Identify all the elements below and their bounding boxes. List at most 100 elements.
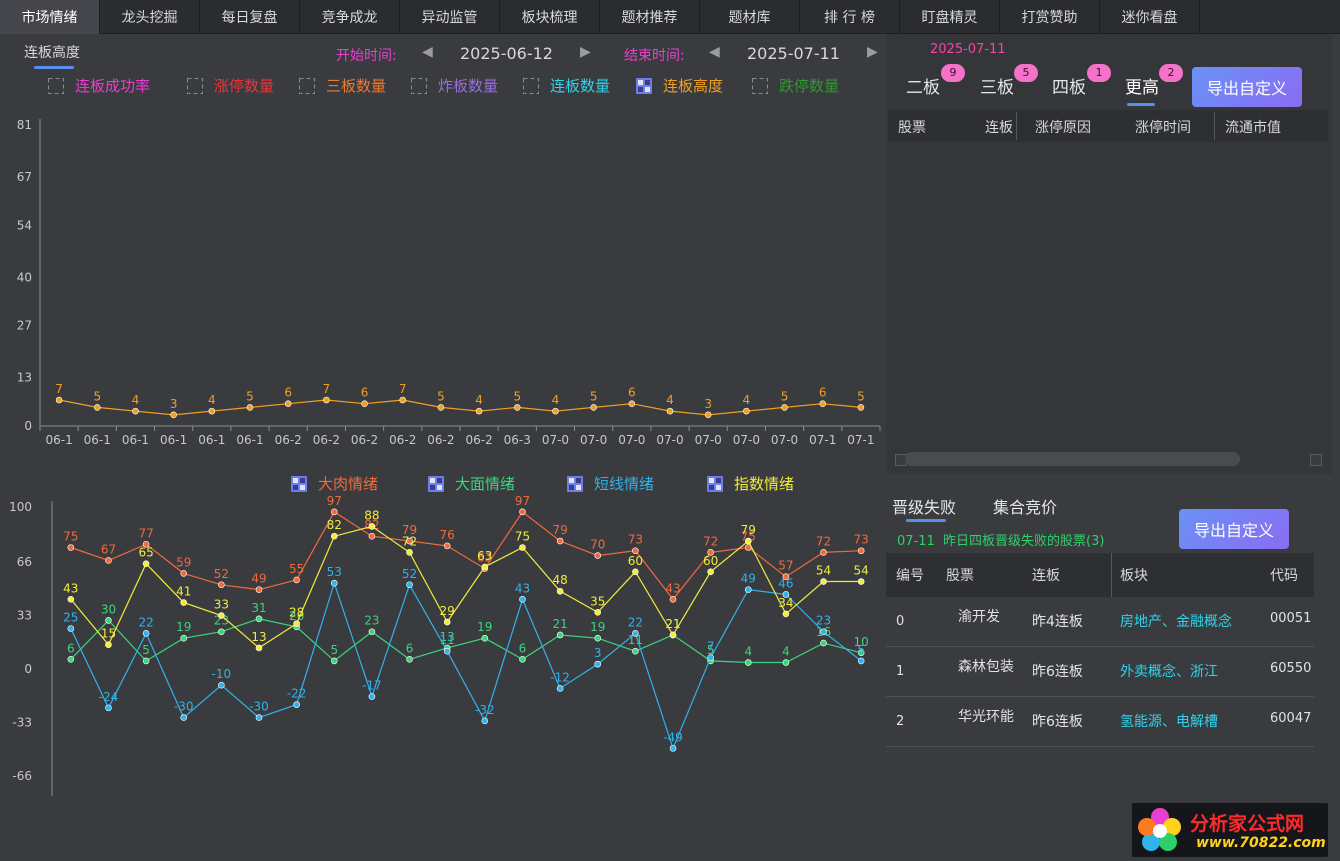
legend-label[interactable]: 短线情绪 xyxy=(594,475,654,493)
data-point[interactable] xyxy=(632,568,639,576)
row-sector[interactable]: 氢能源、电解槽 xyxy=(1120,714,1218,730)
data-point[interactable] xyxy=(632,647,639,655)
data-point[interactable] xyxy=(218,628,225,636)
legend-checkbox-0[interactable] xyxy=(291,476,307,492)
legend-checkbox-3[interactable] xyxy=(707,476,723,492)
horizontal-scrollbar[interactable] xyxy=(905,452,1240,466)
legend-checkbox-5[interactable] xyxy=(636,78,652,94)
nav-tab-10[interactable]: 打赏赞助 xyxy=(1000,0,1100,34)
board-tab-2[interactable]: 四板 xyxy=(1052,78,1086,98)
data-point[interactable] xyxy=(406,581,413,589)
legend-label[interactable]: 涨停数量 xyxy=(214,77,274,95)
data-point[interactable] xyxy=(481,563,489,571)
legend-checkbox-0[interactable] xyxy=(48,78,64,94)
data-point[interactable] xyxy=(857,657,865,665)
board-col-header-3[interactable]: 涨停时间 xyxy=(1135,120,1191,136)
data-point[interactable] xyxy=(180,599,188,606)
data-point[interactable] xyxy=(105,617,112,624)
data-point[interactable] xyxy=(284,400,292,408)
board-tab-3[interactable]: 更高 xyxy=(1125,78,1159,98)
data-point[interactable] xyxy=(67,544,75,551)
data-point[interactable] xyxy=(820,578,827,585)
data-point[interactable] xyxy=(255,644,263,652)
legend-label[interactable]: 三板数量 xyxy=(326,77,386,95)
board-col-header-4[interactable]: 流通市值 xyxy=(1225,120,1281,136)
board-col-header-0[interactable]: 股票 xyxy=(898,120,926,136)
data-point[interactable] xyxy=(513,404,521,411)
data-point[interactable] xyxy=(707,568,714,576)
data-point[interactable] xyxy=(590,404,597,411)
end-date-value[interactable]: 2025-07-11 xyxy=(747,44,840,63)
failed-col-header-0[interactable]: 编号 xyxy=(896,568,924,584)
data-point[interactable] xyxy=(330,657,338,665)
data-point[interactable] xyxy=(255,714,263,721)
data-point[interactable] xyxy=(781,404,788,411)
data-point[interactable] xyxy=(93,404,101,411)
nav-tab-2[interactable]: 每日复盘 xyxy=(200,0,300,34)
data-point[interactable] xyxy=(820,549,827,556)
data-point[interactable] xyxy=(105,557,112,564)
data-point[interactable] xyxy=(293,701,300,708)
row-sector[interactable]: 房地产、金融概念 xyxy=(1120,614,1232,630)
data-point[interactable] xyxy=(218,581,225,589)
nav-tab-7[interactable]: 题材库 xyxy=(700,0,800,34)
data-point[interactable] xyxy=(594,552,602,559)
end-date-next-button[interactable]: ▶ xyxy=(867,44,878,60)
data-point[interactable] xyxy=(666,407,674,415)
data-point[interactable] xyxy=(594,634,602,642)
start-date-value[interactable]: 2025-06-12 xyxy=(460,44,553,63)
end-date-prev-button[interactable]: ◀ xyxy=(709,44,720,60)
data-point[interactable] xyxy=(443,618,451,626)
legend-label[interactable]: 连板数量 xyxy=(550,77,610,95)
data-point[interactable] xyxy=(628,400,636,408)
start-date-next-button[interactable]: ▶ xyxy=(580,44,591,60)
failed-col-header-3[interactable]: 板块 xyxy=(1120,568,1148,584)
data-point[interactable] xyxy=(399,396,407,404)
data-point[interactable] xyxy=(481,634,489,642)
data-point[interactable] xyxy=(437,404,445,411)
data-point[interactable] xyxy=(556,631,564,639)
data-point[interactable] xyxy=(330,508,338,516)
data-point[interactable] xyxy=(782,610,790,618)
row-stock-name[interactable]: 华光环能 xyxy=(958,709,1014,725)
nav-tab-8[interactable]: 排 行 榜 xyxy=(800,0,900,34)
legend-label[interactable]: 大肉情绪 xyxy=(318,475,378,493)
board-col-header-1[interactable]: 连板 xyxy=(985,120,1013,136)
failed-col-header-2[interactable]: 连板 xyxy=(1032,568,1060,584)
legend-label[interactable]: 连板成功率 xyxy=(75,77,150,95)
failed-col-header-1[interactable]: 股票 xyxy=(946,568,974,584)
data-point[interactable] xyxy=(669,631,677,639)
failed-table-row[interactable]: 2 华光环能 昨6连板 氢能源、电解槽 60047 xyxy=(886,697,1314,747)
data-point[interactable] xyxy=(857,649,865,657)
data-point[interactable] xyxy=(820,639,827,647)
data-point[interactable] xyxy=(180,634,188,642)
legend-checkbox-3[interactable] xyxy=(411,78,427,94)
data-point[interactable] xyxy=(406,549,413,556)
data-point[interactable] xyxy=(744,537,752,545)
data-point[interactable] xyxy=(744,586,752,593)
data-point[interactable] xyxy=(255,615,263,623)
data-point[interactable] xyxy=(519,508,526,516)
start-date-prev-button[interactable]: ◀ xyxy=(422,44,433,60)
failed-table-row[interactable]: 1 森林包装 昨6连板 外卖概念、浙江 60550 xyxy=(886,647,1314,697)
data-point[interactable] xyxy=(142,630,150,637)
data-point[interactable] xyxy=(594,609,602,616)
nav-tab-3[interactable]: 竞争成龙 xyxy=(300,0,400,34)
data-point[interactable] xyxy=(556,587,564,595)
nav-tab-1[interactable]: 龙头挖掘 xyxy=(100,0,200,34)
data-point[interactable] xyxy=(707,654,714,661)
board-col-header-2[interactable]: 涨停原因 xyxy=(1035,120,1091,136)
export-custom-button[interactable]: 导出自定义 xyxy=(1192,67,1302,107)
legend-checkbox-4[interactable] xyxy=(523,78,539,94)
data-point[interactable] xyxy=(744,659,752,666)
data-point[interactable] xyxy=(556,685,564,692)
data-point[interactable] xyxy=(67,596,75,603)
legend-label[interactable]: 连板高度 xyxy=(663,77,723,95)
data-point[interactable] xyxy=(330,532,338,540)
tab-promotion-failed[interactable]: 晋级失败 xyxy=(892,498,957,517)
data-point[interactable] xyxy=(330,579,338,587)
data-point[interactable] xyxy=(443,542,451,550)
nav-tab-9[interactable]: 盯盘精灵 xyxy=(900,0,1000,34)
data-point[interactable] xyxy=(669,596,677,603)
data-point[interactable] xyxy=(782,573,790,580)
